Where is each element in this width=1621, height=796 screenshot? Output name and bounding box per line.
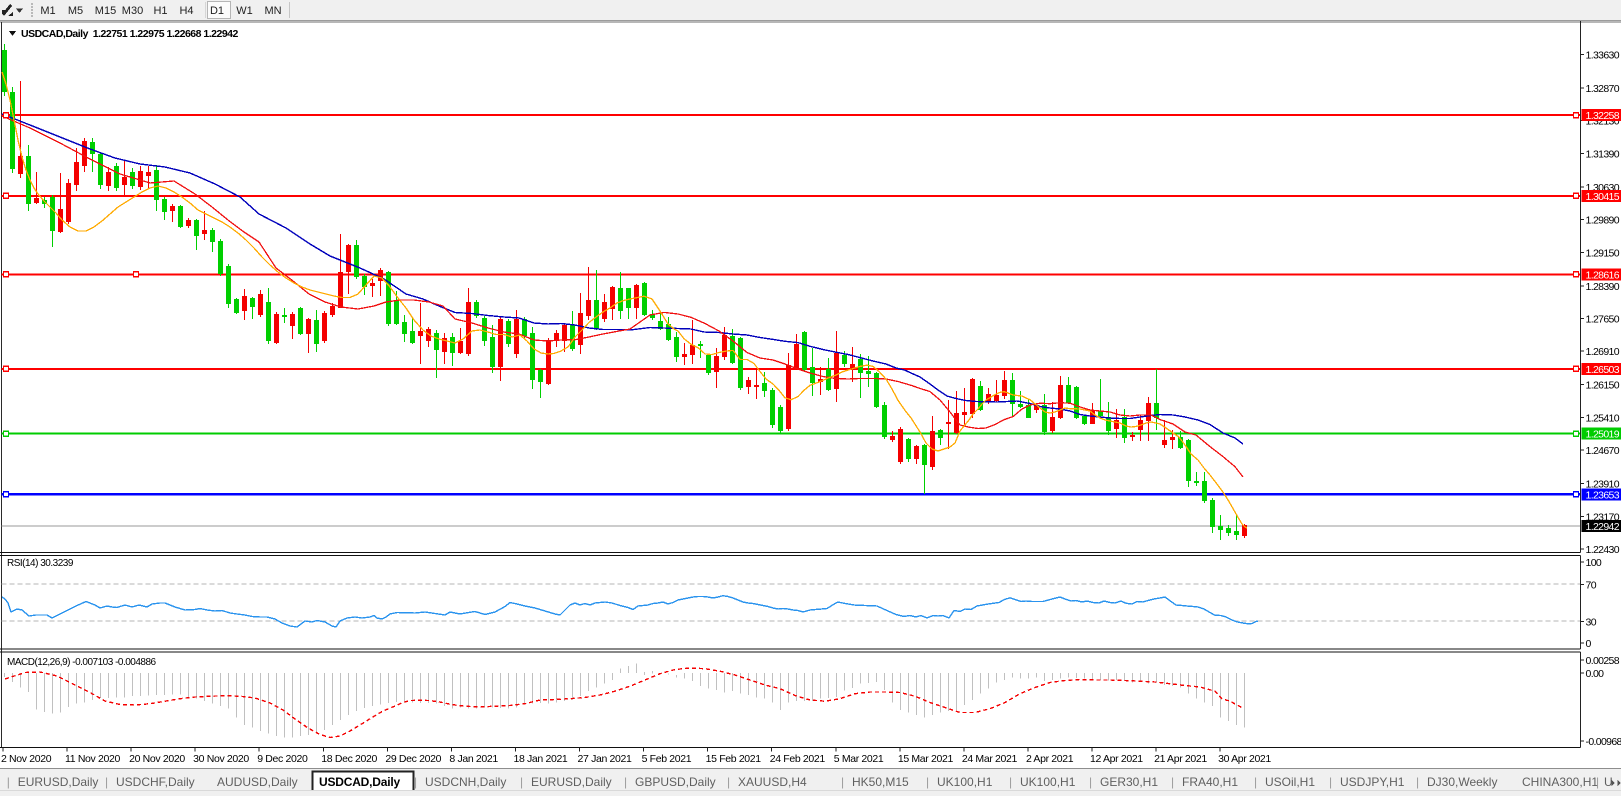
- svg-text:|: |: [1416, 775, 1419, 789]
- svg-text:XAUUSD,H4: XAUUSD,H4: [738, 775, 807, 789]
- svg-text:1.22942: 1.22942: [1586, 521, 1620, 533]
- svg-text:DJ30,Weekly: DJ30,Weekly: [1427, 775, 1497, 789]
- svg-text:1.32870: 1.32870: [1586, 83, 1620, 95]
- svg-text:18 Jan 2021: 18 Jan 2021: [513, 753, 567, 765]
- svg-text:MN: MN: [264, 5, 281, 17]
- svg-text:|: |: [841, 775, 844, 789]
- svg-text:USDCAD,Daily 1.22751 1.22975: USDCAD,Daily 1.22751 1.22975 1.22668 1.2…: [21, 28, 238, 40]
- svg-text:30 Nov 2020: 30 Nov 2020: [193, 753, 249, 765]
- svg-text:|: |: [7, 775, 10, 789]
- svg-text:24 Feb 2021: 24 Feb 2021: [770, 753, 826, 765]
- svg-text:USDJPY,H1: USDJPY,H1: [1340, 775, 1405, 789]
- svg-text:1.31390: 1.31390: [1586, 148, 1620, 160]
- svg-text:30 Apr 2021: 30 Apr 2021: [1218, 753, 1271, 765]
- svg-text:|: |: [520, 775, 523, 789]
- svg-text:15 Mar 2021: 15 Mar 2021: [898, 753, 954, 765]
- svg-text:1.29150: 1.29150: [1586, 247, 1620, 259]
- svg-text:GBPUSD,Daily: GBPUSD,Daily: [635, 775, 716, 789]
- svg-text:GER30,H1: GER30,H1: [1100, 775, 1158, 789]
- svg-text:0.00: 0.00: [1586, 668, 1605, 680]
- svg-text:M1: M1: [40, 5, 55, 17]
- svg-text:20 Nov 2020: 20 Nov 2020: [129, 753, 185, 765]
- svg-text:1.26910: 1.26910: [1586, 346, 1620, 358]
- svg-text:EURUSD,Daily: EURUSD,Daily: [531, 775, 612, 789]
- svg-text:MACD(12,26,9) -0.007103 -0.004: MACD(12,26,9) -0.007103 -0.004886: [7, 657, 157, 668]
- svg-text:30: 30: [1586, 617, 1597, 629]
- svg-text:0: 0: [1586, 638, 1592, 650]
- svg-text:D1: D1: [210, 5, 224, 17]
- svg-text:|: |: [1009, 775, 1012, 789]
- svg-text:1.28390: 1.28390: [1586, 281, 1620, 293]
- svg-text:-0.00968: -0.00968: [1586, 736, 1621, 748]
- svg-text:USDCHF,Daily: USDCHF,Daily: [116, 775, 195, 789]
- svg-text:5 Mar 2021: 5 Mar 2021: [834, 753, 884, 765]
- svg-text:H1: H1: [153, 5, 167, 17]
- svg-text:USDCNH,Daily: USDCNH,Daily: [425, 775, 506, 789]
- svg-text:U: U: [1604, 775, 1613, 789]
- svg-text:|: |: [624, 775, 627, 789]
- svg-text:1.26503: 1.26503: [1586, 364, 1620, 376]
- svg-text:1.33630: 1.33630: [1586, 50, 1620, 62]
- svg-text:W1: W1: [236, 5, 253, 17]
- svg-text:FRA40,H1: FRA40,H1: [1182, 775, 1238, 789]
- svg-text:CHINA300,H1: CHINA300,H1: [1522, 775, 1598, 789]
- svg-text:|: |: [926, 775, 929, 789]
- svg-text:100: 100: [1586, 557, 1602, 569]
- svg-text:1.25019: 1.25019: [1586, 429, 1620, 441]
- svg-text:M15: M15: [95, 5, 116, 17]
- svg-text:1.27650: 1.27650: [1586, 314, 1620, 326]
- svg-text:H4: H4: [179, 5, 193, 17]
- svg-text:USOil,H1: USOil,H1: [1265, 775, 1315, 789]
- svg-text:USDCAD,Daily: USDCAD,Daily: [319, 775, 400, 789]
- svg-text:1.28616: 1.28616: [1586, 269, 1620, 281]
- svg-text:EURUSD,Daily: EURUSD,Daily: [18, 775, 99, 789]
- svg-text:1.23653: 1.23653: [1586, 489, 1620, 501]
- svg-text:1.24670: 1.24670: [1586, 445, 1620, 457]
- svg-text:5 Feb 2021: 5 Feb 2021: [642, 753, 692, 765]
- svg-text:|: |: [1089, 775, 1092, 789]
- svg-text:21 Apr 2021: 21 Apr 2021: [1154, 753, 1207, 765]
- svg-text:1.23910: 1.23910: [1586, 479, 1620, 491]
- svg-text:|: |: [727, 775, 730, 789]
- svg-text:2 Apr 2021: 2 Apr 2021: [1026, 753, 1074, 765]
- svg-text:29 Dec 2020: 29 Dec 2020: [385, 753, 441, 765]
- svg-text:27 Jan 2021: 27 Jan 2021: [578, 753, 632, 765]
- svg-text:M30: M30: [122, 5, 143, 17]
- svg-text:|: |: [1254, 775, 1257, 789]
- svg-text:2 Nov 2020: 2 Nov 2020: [1, 753, 52, 765]
- svg-text:M5: M5: [68, 5, 83, 17]
- svg-text:15 Feb 2021: 15 Feb 2021: [706, 753, 762, 765]
- svg-text:HK50,M15: HK50,M15: [852, 775, 909, 789]
- svg-text:9 Dec 2020: 9 Dec 2020: [257, 753, 308, 765]
- svg-text:24 Mar 2021: 24 Mar 2021: [962, 753, 1018, 765]
- svg-text:|: |: [1329, 775, 1332, 789]
- svg-text:1.26150: 1.26150: [1586, 380, 1620, 392]
- svg-text:|: |: [1596, 775, 1599, 789]
- svg-text:UK100,H1: UK100,H1: [937, 775, 993, 789]
- svg-text:70: 70: [1586, 580, 1597, 592]
- svg-text:1.30415: 1.30415: [1586, 191, 1620, 203]
- svg-text:|: |: [105, 775, 108, 789]
- svg-text:1.29890: 1.29890: [1586, 215, 1620, 227]
- svg-text:|: |: [1171, 775, 1174, 789]
- svg-text:1.25410: 1.25410: [1586, 412, 1620, 424]
- svg-text:RSI(14) 30.3239: RSI(14) 30.3239: [7, 558, 74, 569]
- svg-text:UK100,H1: UK100,H1: [1020, 775, 1076, 789]
- svg-text:8 Jan 2021: 8 Jan 2021: [449, 753, 498, 765]
- svg-text:0.00258: 0.00258: [1586, 655, 1620, 667]
- svg-text:1.22430: 1.22430: [1586, 544, 1620, 556]
- svg-text:18 Dec 2020: 18 Dec 2020: [321, 753, 377, 765]
- svg-text:12 Apr 2021: 12 Apr 2021: [1090, 753, 1143, 765]
- svg-text:1.32258: 1.32258: [1586, 110, 1620, 122]
- svg-text:11 Nov 2020: 11 Nov 2020: [65, 753, 120, 765]
- svg-text:AUDUSD,Daily: AUDUSD,Daily: [217, 775, 298, 789]
- svg-text:|: |: [414, 775, 417, 789]
